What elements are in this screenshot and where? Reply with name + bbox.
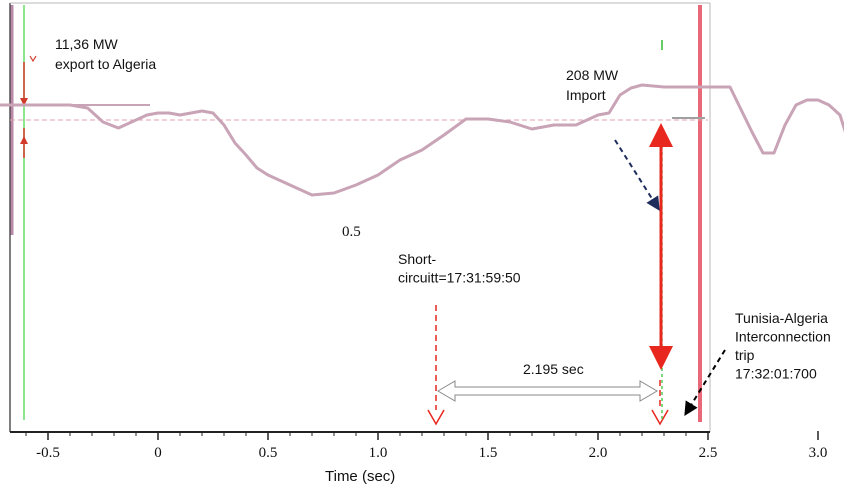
- import-pointer-arrow: [614, 139, 660, 211]
- x-axis-label: Time (sec): [325, 468, 395, 485]
- duration-arrow: [437, 380, 658, 402]
- annotation-graphics: [427, 123, 726, 426]
- x-tick-label: 2.0: [589, 445, 608, 461]
- trip-arrowhead: [651, 409, 669, 426]
- x-axis-tick-labels: -1.0-0.500.51.01.52.02.53.03.54.0: [36, 431, 828, 461]
- x-tick-label: 0.5: [259, 445, 278, 461]
- half-annotation: 0.5: [342, 224, 361, 240]
- right-margin-markers: [661, 5, 705, 422]
- x-tick-label: 1.5: [479, 445, 498, 461]
- series-group: [0, 83, 844, 197]
- export-annotation: 11,36 MW export to Algeria: [55, 36, 156, 72]
- import-annotation: 208 MW Import: [566, 67, 619, 103]
- x-tick-label: 0: [154, 445, 162, 461]
- series-line: [0, 83, 844, 197]
- trip-pointer-arrow: [684, 349, 726, 416]
- x-tick-label: 2.5: [699, 445, 718, 461]
- x-tick-label: 1.0: [369, 445, 388, 461]
- x-axis: -1.0-0.500.51.01.52.02.53.03.54.0 Time (…: [10, 431, 828, 485]
- short-circuit-arrowhead: [427, 409, 445, 426]
- plot-frame: [9, 2, 711, 432]
- short-circuit-annotation: Short-circuitt=17:31:59:50: [398, 251, 521, 285]
- x-tick-label: 3.0: [809, 445, 828, 461]
- duration-annotation: 2.195 sec: [523, 361, 584, 377]
- x-tick-label: -0.5: [36, 445, 60, 461]
- trip-annotation: Tunisia-Algeria Interconnection trip 17:32:…: [735, 310, 831, 381]
